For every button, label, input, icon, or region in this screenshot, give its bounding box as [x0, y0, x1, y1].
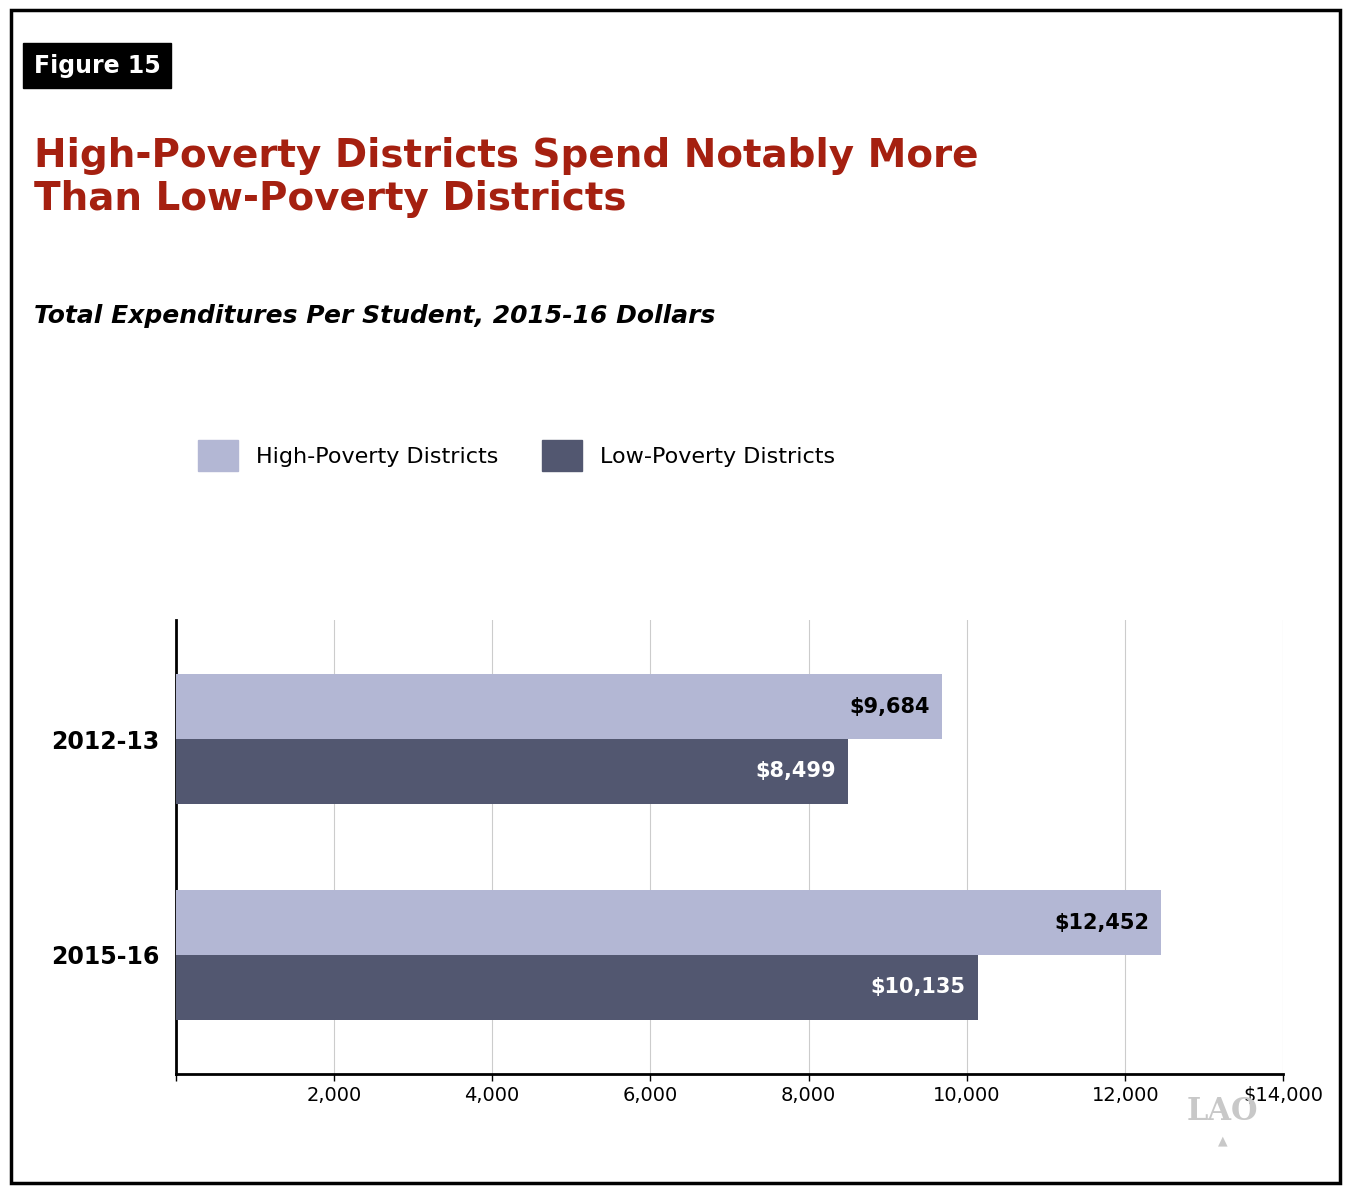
- Text: $10,135: $10,135: [871, 977, 966, 997]
- Text: $12,452: $12,452: [1054, 913, 1150, 933]
- Text: $8,499: $8,499: [755, 761, 836, 781]
- Legend: High-Poverty Districts, Low-Poverty Districts: High-Poverty Districts, Low-Poverty Dist…: [186, 428, 847, 482]
- Bar: [176, 674, 942, 740]
- Text: $9,684: $9,684: [850, 697, 929, 717]
- Text: High-Poverty Districts Spend Notably More
Than Low-Poverty Districts: High-Poverty Districts Spend Notably Mor…: [34, 137, 978, 217]
- Text: ▲: ▲: [1217, 1135, 1228, 1148]
- Bar: [176, 890, 1161, 954]
- Text: LAO: LAO: [1188, 1096, 1258, 1127]
- Text: Figure 15: Figure 15: [34, 54, 161, 78]
- Bar: [176, 954, 978, 1020]
- Bar: [176, 740, 848, 804]
- Text: Total Expenditures Per Student, 2015-16 Dollars: Total Expenditures Per Student, 2015-16 …: [34, 304, 715, 328]
